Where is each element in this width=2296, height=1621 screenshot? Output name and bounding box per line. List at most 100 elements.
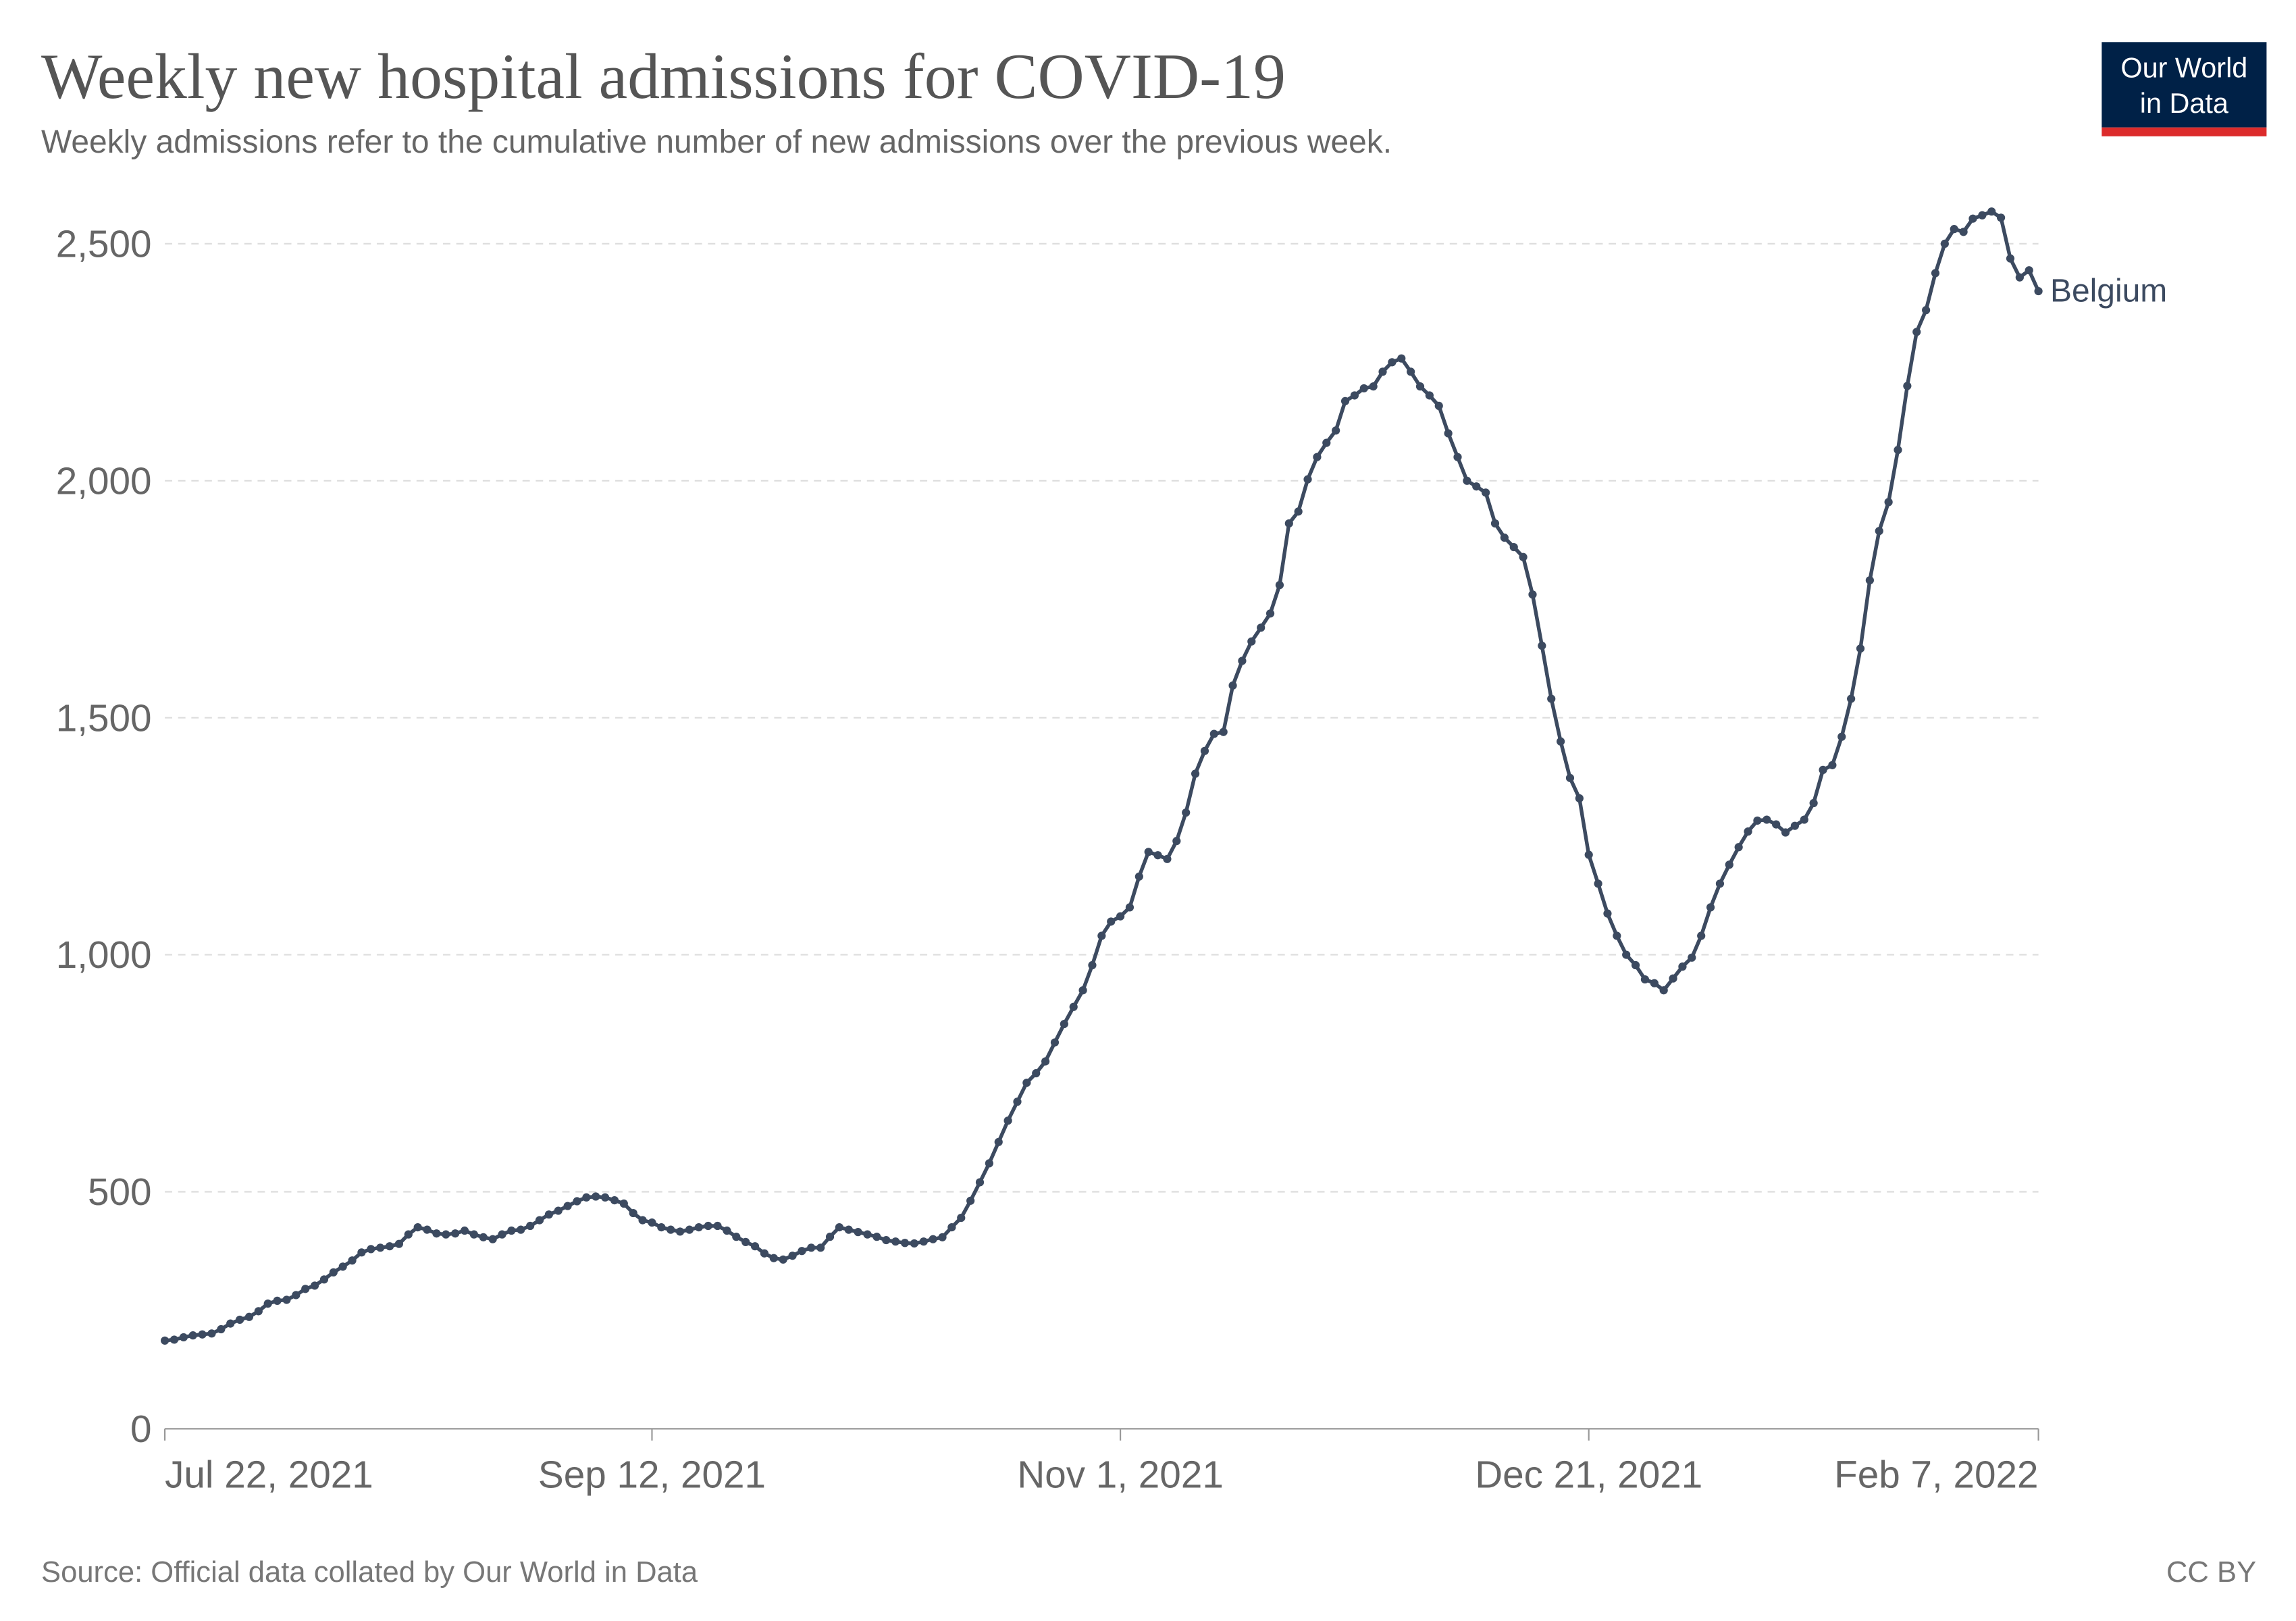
data-point — [1500, 533, 1509, 542]
data-point — [1340, 396, 1350, 405]
data-point — [1134, 872, 1143, 881]
data-point — [1959, 228, 1968, 236]
data-point — [1865, 576, 1874, 585]
series-line — [164, 209, 2041, 1343]
data-point — [1650, 979, 1659, 987]
logo-box — [2102, 42, 2267, 128]
logo-text: in Data — [2140, 88, 2229, 119]
data-point — [1284, 519, 1293, 528]
data-point — [1912, 328, 1921, 336]
data-point — [488, 1235, 497, 1243]
data-point — [1556, 737, 1565, 746]
data-point — [1828, 761, 1837, 769]
data-point — [235, 1315, 244, 1324]
source-note: Source: Official data collated by Our Wo… — [41, 1556, 698, 1589]
data-point — [1050, 1038, 1060, 1047]
data-point — [1875, 527, 1883, 536]
data-point — [704, 1221, 712, 1231]
data-point — [1509, 542, 1518, 552]
data-point — [2015, 273, 2024, 282]
data-point — [760, 1249, 769, 1258]
data-point — [319, 1275, 329, 1284]
data-point — [1303, 475, 1312, 484]
data-point — [357, 1248, 366, 1257]
data-point — [769, 1254, 778, 1262]
y-tick-label: 2,500 — [56, 224, 152, 266]
data-point — [1725, 860, 1733, 869]
data-point — [1763, 815, 1771, 824]
data-point — [1978, 211, 1987, 220]
data-point — [638, 1216, 647, 1225]
data-point — [601, 1193, 610, 1202]
data-point — [338, 1262, 347, 1271]
data-point — [573, 1197, 581, 1206]
data-point — [1013, 1098, 1022, 1106]
data-point — [1172, 837, 1181, 846]
data-point — [619, 1199, 628, 1208]
data-point — [1378, 367, 1387, 376]
data-point — [1069, 1002, 1078, 1011]
data-point — [1565, 773, 1575, 782]
data-point — [1097, 931, 1106, 940]
data-point — [1182, 808, 1191, 817]
data-point — [1753, 816, 1762, 825]
data-point — [169, 1335, 179, 1344]
data-point — [694, 1223, 703, 1232]
y-tick-label: 500 — [88, 1171, 152, 1214]
data-point — [1594, 879, 1602, 888]
data-point — [1931, 269, 1940, 278]
chart-title: Weekly new hospital admissions for COVID… — [41, 41, 1286, 112]
data-point — [1463, 476, 1471, 485]
data-point — [1107, 917, 1116, 926]
data-point — [198, 1330, 207, 1339]
data-point — [544, 1210, 553, 1219]
data-point — [1575, 794, 1584, 803]
data-point — [479, 1233, 488, 1241]
data-point — [442, 1230, 450, 1239]
data-point — [957, 1213, 966, 1223]
data-point — [891, 1237, 900, 1246]
data-point — [244, 1312, 254, 1321]
data-point — [1809, 798, 1818, 808]
data-point — [1669, 974, 1677, 983]
data-point — [1322, 438, 1331, 447]
data-point — [1819, 765, 1827, 774]
data-point — [1640, 975, 1650, 984]
data-point — [1359, 384, 1368, 393]
data-point — [900, 1239, 910, 1247]
data-point — [1191, 769, 1200, 778]
data-point — [1744, 827, 1752, 836]
data-point — [1200, 746, 1209, 755]
y-tick-label: 2,000 — [56, 460, 152, 503]
data-point — [872, 1233, 881, 1241]
data-point — [1490, 519, 1500, 528]
data-point — [629, 1208, 637, 1218]
data-point — [1407, 367, 1415, 376]
data-point — [1734, 843, 1743, 852]
y-tick-label: 1,000 — [56, 934, 152, 977]
data-point — [1903, 382, 1912, 390]
data-point — [1294, 507, 1303, 516]
data-point — [929, 1235, 937, 1243]
logo-text: Our World — [2120, 53, 2247, 84]
x-tick-label: Feb 7, 2022 — [1834, 1454, 2038, 1497]
data-point — [1144, 848, 1153, 856]
data-point — [863, 1230, 872, 1239]
data-point — [1987, 207, 1996, 216]
x-tick-label: Jul 22, 2021 — [165, 1454, 373, 1497]
data-point — [1968, 214, 1977, 223]
data-point — [732, 1233, 741, 1241]
data-point — [1519, 552, 1528, 561]
data-point — [1950, 225, 1958, 234]
data-point — [2006, 254, 2015, 263]
data-point — [413, 1223, 422, 1232]
data-point — [451, 1229, 460, 1238]
data-point — [282, 1295, 291, 1304]
data-point — [1678, 962, 1687, 971]
data-point — [1547, 694, 1556, 703]
data-point — [217, 1324, 226, 1334]
data-point — [1894, 446, 1902, 455]
data-point — [517, 1225, 525, 1234]
data-point — [1453, 453, 1462, 461]
